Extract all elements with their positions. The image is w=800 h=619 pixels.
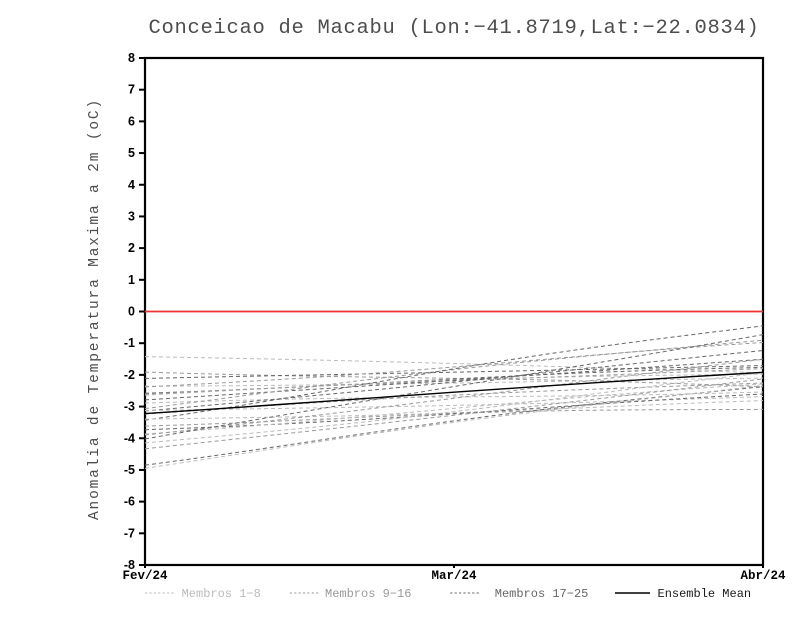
svg-text:Membros 9−16: Membros 9−16 [325,587,411,601]
svg-text:Ensemble Mean: Ensemble Mean [658,587,752,601]
svg-text:Membros 1−8: Membros 1−8 [182,587,261,601]
svg-text:Membros 17−25: Membros 17−25 [495,587,589,601]
